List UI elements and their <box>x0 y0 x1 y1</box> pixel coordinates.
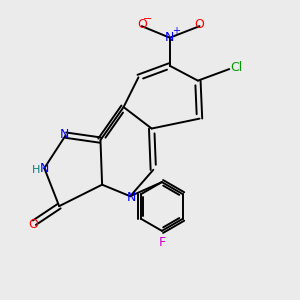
Text: O: O <box>195 18 205 31</box>
Text: Cl: Cl <box>231 61 243 74</box>
Text: H: H <box>32 165 40 175</box>
Text: O: O <box>137 18 147 31</box>
Text: N: N <box>165 31 175 44</box>
Text: N: N <box>40 162 49 175</box>
Text: +: + <box>172 26 180 36</box>
Text: N: N <box>60 128 69 141</box>
Text: −: − <box>143 14 152 24</box>
Text: N: N <box>127 191 136 204</box>
Text: O: O <box>28 218 38 231</box>
Text: F: F <box>158 236 166 249</box>
